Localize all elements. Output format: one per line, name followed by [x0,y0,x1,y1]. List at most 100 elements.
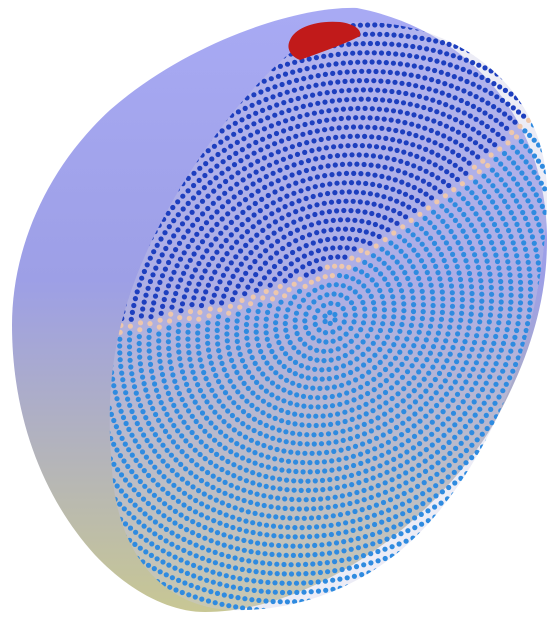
ring-dot [535,416,541,423]
ring-dot [455,107,461,113]
ring-dot [365,458,371,464]
ring-dot [245,217,251,223]
ring-dot [373,282,379,288]
ring-dot [256,366,262,372]
ring-dot [295,450,301,456]
ring-dot [117,343,123,349]
ring-dot [331,116,337,122]
ring-dot [271,230,277,236]
ring-dot [303,272,309,278]
ring-dot [529,370,535,376]
ring-dot [377,346,383,353]
ring-dot [257,419,263,426]
ring-dot [208,360,214,366]
ring-dot [355,535,361,542]
ring-dot [385,583,392,589]
ring-dot [452,434,458,440]
ring-dot [156,258,162,265]
ring-dot [370,531,376,538]
ring-dot [323,0,328,3]
ring-dot [506,155,512,161]
ring-dot [310,92,316,98]
ring-dot [401,343,407,349]
ring-dot [10,435,15,440]
ring-dot [422,125,428,131]
ring-dot [257,208,263,214]
ring-dot [185,343,191,349]
ring-dot [420,7,425,12]
ring-dot [499,51,506,58]
ring-dot [293,310,300,316]
ring-dot [194,204,200,210]
ring-dot [522,128,528,134]
ring-dot [222,490,228,496]
ring-dot [451,74,457,80]
ring-dot [217,581,223,587]
ring-dot [237,526,243,533]
ring-dot [423,146,429,152]
ring-dot [225,317,231,323]
ring-dot [257,281,263,287]
ring-dot [137,507,143,513]
ring-dot [348,300,355,306]
ring-dot [286,135,292,142]
ring-dot [371,201,377,207]
ring-dot [486,531,492,537]
ring-dot [170,204,176,211]
ring-dot [494,327,500,333]
ring-dot [431,593,437,600]
ring-dot [242,291,248,297]
ring-dot [284,487,290,493]
ring-dot [481,524,487,530]
ring-dot [328,522,334,528]
ring-dot [332,162,338,168]
ring-dot [313,55,319,61]
ring-dot [468,522,474,529]
ring-dot [485,100,491,106]
ring-dot [348,106,354,112]
ring-dot [268,255,274,261]
ring-dot [451,469,457,475]
ring-dot [237,351,243,357]
ring-dot [383,60,389,66]
ring-dot [323,246,329,252]
ring-dot [288,230,294,236]
ring-dot [470,366,476,372]
ring-dot [133,457,139,463]
ring-dot [351,305,357,312]
ring-dot [410,476,416,482]
ring-dot [21,435,26,440]
ring-dot [456,324,462,330]
ring-dot [237,475,243,481]
ring-dot [466,48,472,54]
ring-dot [431,603,437,609]
ring-dot [384,602,390,608]
ring-dot [407,258,413,264]
ring-dot [471,164,477,170]
ring-dot [258,588,264,594]
ring-dot [315,404,321,410]
ring-dot [364,589,370,595]
ring-dot [348,338,354,344]
ring-dot [463,57,469,63]
ring-dot [449,126,456,132]
ring-dot [335,51,341,58]
ring-dot [29,504,34,509]
ring-dot [527,132,533,138]
ring-dot [266,12,271,17]
ring-dot [527,349,533,355]
ring-dot [431,535,437,541]
ring-dot [526,181,533,187]
ring-dot [200,211,206,217]
ring-dot [390,60,396,66]
ring-dot [444,358,450,364]
ring-dot [178,362,184,368]
ring-dot [542,66,547,72]
ring-dot [488,114,494,120]
ring-dot [405,275,411,282]
ring-dot [368,551,374,557]
ring-dot [215,263,222,269]
ring-dot [418,429,424,435]
ring-dot [184,570,190,577]
ring-dot [395,118,401,124]
